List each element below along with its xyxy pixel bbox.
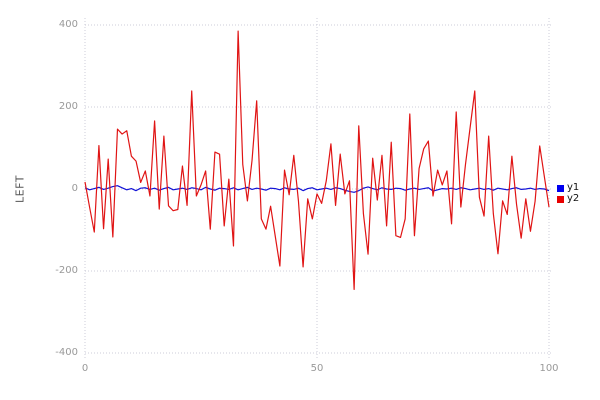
x-tick-label: 50 <box>310 363 324 374</box>
y-tick-label: 0 <box>71 183 78 194</box>
series-line-y2 <box>84 30 550 291</box>
legend-swatch-y1 <box>557 184 564 192</box>
y-tick-label: -200 <box>55 265 78 276</box>
legend-label-y1: y1 <box>567 182 580 193</box>
legend-swatch-y2 <box>557 195 564 203</box>
series-line-y1 <box>84 185 550 193</box>
y-tick-label: -400 <box>55 347 78 358</box>
legend: y1 y2 <box>557 183 579 204</box>
y-tick-label: 400 <box>58 19 78 30</box>
y-tick-label: 200 <box>58 101 78 112</box>
legend-item-y1: y1 <box>557 183 579 193</box>
legend-item-y2: y2 <box>557 194 579 204</box>
legend-label-y2: y2 <box>567 193 580 204</box>
x-tick-label: 0 <box>81 363 89 374</box>
x-tick-label: 100 <box>539 363 559 374</box>
